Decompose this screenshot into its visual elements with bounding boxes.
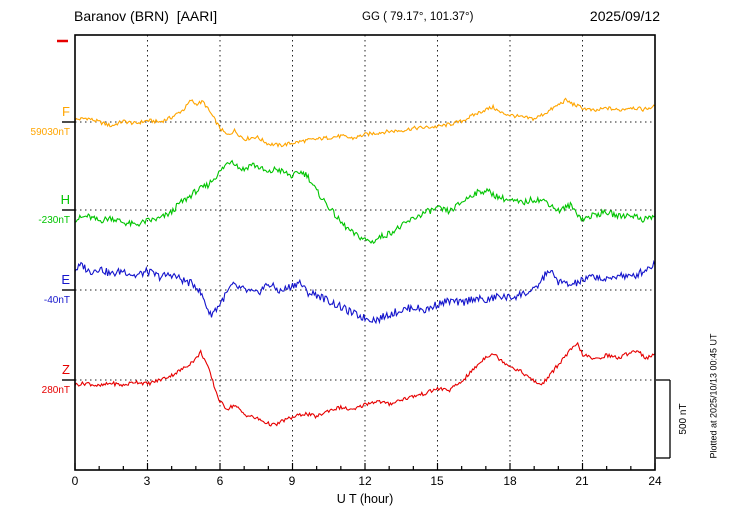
x-tick-12: 12 xyxy=(358,474,372,488)
station-title: Baranov (BRN) [AARI] xyxy=(74,8,218,24)
plotted-at-note: Plotted at 2025/10/13 00:45 UT xyxy=(708,333,719,459)
x-tick-18: 18 xyxy=(503,474,517,488)
trace-e xyxy=(74,259,656,325)
x-tick-6: 6 xyxy=(216,474,224,488)
trace-z xyxy=(74,341,656,427)
geo-coordinates: GG ( 79.17°, 101.37°) xyxy=(362,11,474,23)
x-tick-21: 21 xyxy=(575,474,589,488)
plot-frame xyxy=(57,34,671,471)
grid-lines xyxy=(75,35,655,470)
component-label-e: E xyxy=(61,272,70,287)
component-baseline-e: -40nT xyxy=(43,295,70,306)
x-tick-15: 15 xyxy=(430,474,444,488)
component-baseline-z: 280nT xyxy=(41,385,70,396)
traces xyxy=(74,97,656,427)
component-label-h: H xyxy=(60,192,70,207)
component-baseline-h: -230nT xyxy=(38,215,70,226)
component-label-f: F xyxy=(62,104,70,119)
trace-f xyxy=(74,97,656,148)
x-tick-0: 0 xyxy=(71,474,79,488)
component-label-z: Z xyxy=(62,362,70,377)
plot-date: 2025/09/12 xyxy=(589,8,660,24)
component-baseline-f: 59030nT xyxy=(30,127,70,138)
x-tick-9: 9 xyxy=(288,474,296,488)
x-tick-3: 3 xyxy=(143,474,151,488)
x-axis-title: U T (hour) xyxy=(336,492,394,506)
x-tick-24: 24 xyxy=(648,474,662,488)
trace-h xyxy=(74,159,656,245)
scale-bar-label: 500 nT xyxy=(678,403,689,435)
